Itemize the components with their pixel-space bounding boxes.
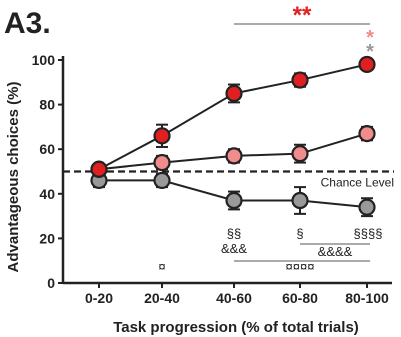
x-tick-label: 60-80 — [282, 290, 318, 306]
ampersand-symbols: &&& — [221, 241, 247, 256]
y-tick-label: 40 — [39, 186, 55, 202]
data-point — [92, 162, 107, 177]
data-point — [293, 193, 308, 208]
data-point — [360, 57, 375, 72]
section-symbols: §§§§ — [354, 226, 383, 241]
currency-symbols: ¤¤¤¤ — [286, 259, 315, 274]
data-point — [227, 86, 242, 101]
data-point — [155, 173, 170, 188]
y-tick-label: 20 — [39, 230, 55, 246]
y-tick-label: 0 — [47, 275, 55, 291]
plot-series — [92, 57, 375, 216]
x-ticks: 0-20 20-40 40-60 60-80 80-100 — [85, 283, 389, 306]
y-tick-label: 80 — [39, 97, 55, 113]
currency-symbol: ¤ — [158, 259, 165, 274]
y-tick-label: 100 — [32, 52, 56, 68]
x-tick-label: 40-60 — [216, 290, 252, 306]
data-point — [155, 155, 170, 170]
x-tick-label: 20-40 — [144, 290, 180, 306]
data-point — [360, 200, 375, 215]
section-symbols: §§ — [227, 226, 241, 241]
y-tick-label: 60 — [39, 141, 55, 157]
data-point — [293, 73, 308, 88]
x-tick-label: 0-20 — [85, 290, 113, 306]
data-point — [227, 193, 242, 208]
y-axis-label: Advantageous choices (%) — [5, 82, 22, 273]
chance-level-label: Chance Level — [321, 176, 394, 190]
data-point — [360, 126, 375, 141]
data-point — [227, 148, 242, 163]
panel-label: A3. — [4, 7, 51, 40]
x-tick-label: 80-100 — [345, 290, 389, 306]
ampersand-symbols: &&&& — [318, 244, 353, 259]
data-point — [155, 128, 170, 143]
data-point — [293, 146, 308, 161]
section-symbols: § — [296, 226, 303, 241]
y-ticks: 0 20 40 60 80 100 — [32, 52, 63, 291]
top-significance-stars: ** — [293, 2, 312, 29]
x-axis-label: Task progression (% of total trials) — [113, 319, 359, 336]
